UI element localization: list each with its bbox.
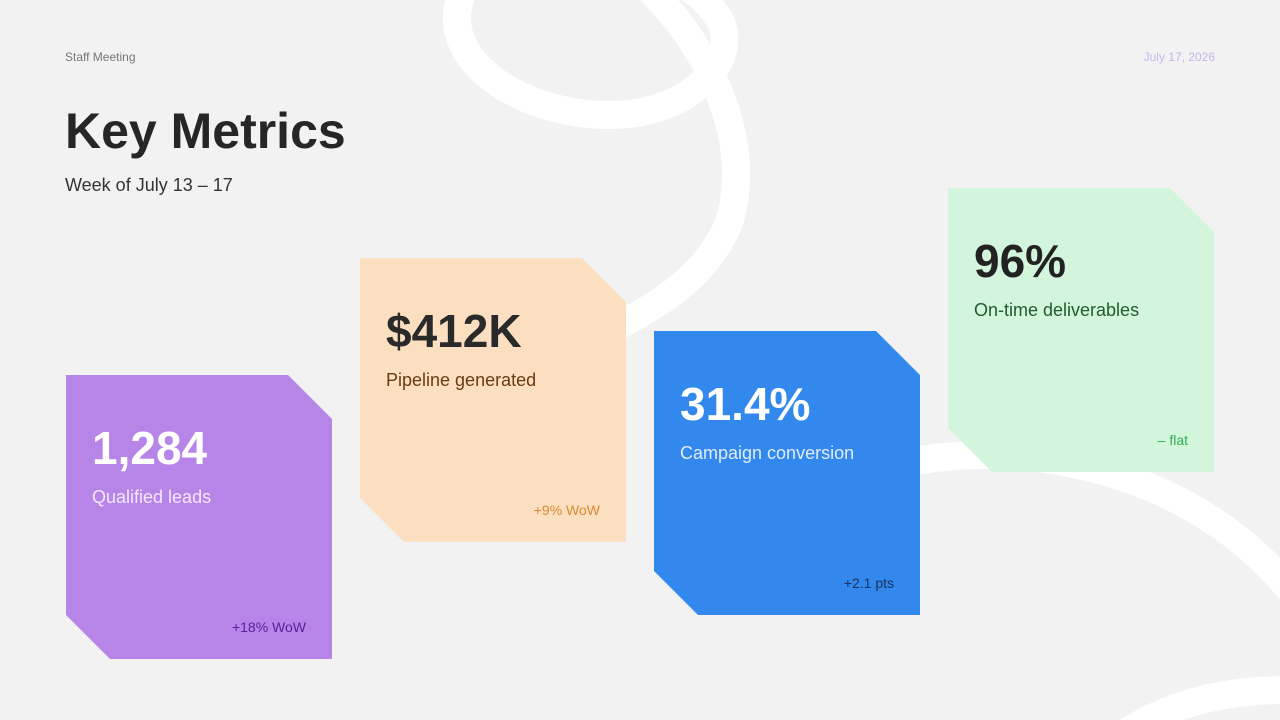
metric-delta: +2.1 pts [843, 575, 894, 591]
metric-delta: – flat [1157, 432, 1188, 448]
metric-delta: +9% WoW [533, 502, 600, 518]
metric-card: 31.4% Campaign conversion +2.1 pts [654, 331, 920, 615]
metric-delta: +18% WoW [231, 619, 306, 635]
metric-value: 96% [974, 235, 1067, 287]
swirl [443, 0, 739, 130]
metric-label: Qualified leads [92, 487, 212, 507]
metric-card: $412K Pipeline generated +9% WoW [360, 258, 626, 542]
metric-value: 1,284 [92, 422, 208, 474]
swirl [906, 441, 1280, 600]
swirl [596, 0, 750, 344]
meeting-label: Staff Meeting [65, 50, 136, 64]
swirl [1120, 676, 1280, 720]
title: Key Metrics [65, 103, 346, 159]
metric-value: $412K [386, 305, 522, 357]
metric-value: 31.4% [680, 378, 811, 430]
subtitle: Week of July 13 – 17 [65, 175, 233, 195]
metric-card: 96% On-time deliverables – flat [948, 188, 1214, 472]
metric-label: Campaign conversion [680, 443, 855, 463]
date: July 17, 2026 [1143, 50, 1215, 64]
metric-card: 1,284 Qualified leads +18% WoW [66, 375, 332, 659]
metric-label: On-time deliverables [974, 300, 1140, 320]
metric-label: Pipeline generated [386, 370, 537, 390]
